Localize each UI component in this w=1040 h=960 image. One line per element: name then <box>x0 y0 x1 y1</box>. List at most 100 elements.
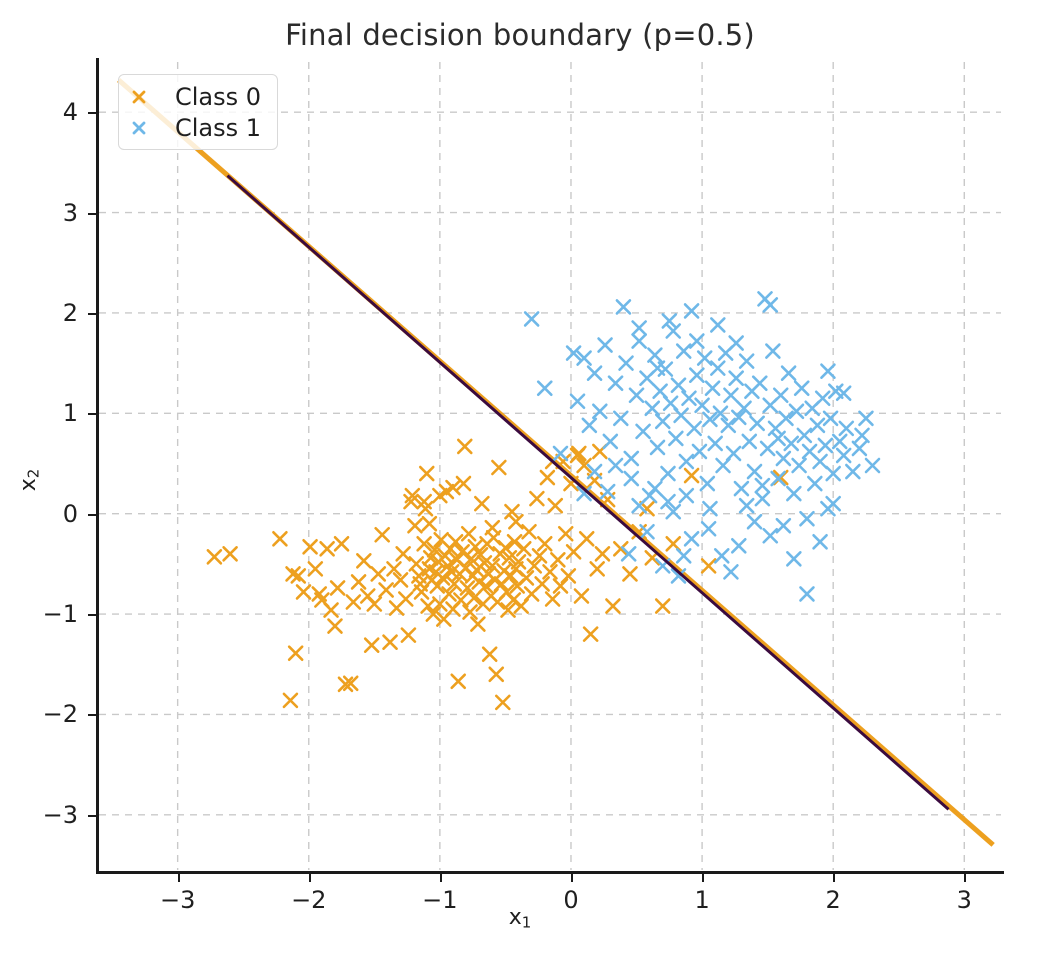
legend-marker-x-icon <box>129 119 149 137</box>
scatter-point <box>599 483 616 500</box>
scatter-point <box>573 588 590 604</box>
x-tick-label: −3 <box>159 886 196 914</box>
scatter-point <box>854 427 870 444</box>
scatter-point <box>681 390 697 407</box>
scatter-point <box>382 634 398 650</box>
scatter-point <box>521 523 537 540</box>
scatter-point <box>851 440 868 457</box>
scatter-point <box>392 572 409 588</box>
scatter-point <box>778 410 794 427</box>
scatter-point <box>728 370 744 386</box>
scatter-point <box>497 540 514 556</box>
scatter-point <box>793 380 810 397</box>
chart-legend[interactable]: Class 0 Class 1 <box>118 74 279 150</box>
scatter-point <box>602 433 619 450</box>
scatter-point <box>552 445 569 462</box>
scatter-point <box>749 415 765 432</box>
scatter-point <box>565 544 582 560</box>
y-axis-label-subscript: 2 <box>24 468 43 479</box>
scatter-point <box>741 433 758 450</box>
scatter-point <box>456 438 473 455</box>
y-axis-label: x2 <box>16 469 42 492</box>
scatter-point <box>612 410 629 427</box>
scatter-point <box>536 535 553 552</box>
scatter-point <box>799 510 815 527</box>
scatter-point <box>356 553 372 569</box>
scatter-point <box>518 570 535 586</box>
legend-marker-x-icon <box>129 88 149 106</box>
scatter-point <box>455 475 472 492</box>
x-tick-label: 3 <box>956 886 972 914</box>
scatter-point <box>488 666 505 683</box>
scatter-point <box>700 520 717 537</box>
scatter-point <box>426 542 443 558</box>
x-tick-mark <box>570 874 573 882</box>
legend-entry-1[interactable]: Class 1 <box>129 114 261 142</box>
scatter-point <box>838 420 855 437</box>
scatter-point <box>597 337 613 353</box>
scatter-point <box>481 646 498 662</box>
scatter-point <box>607 457 624 474</box>
scatter-point <box>476 555 493 571</box>
scatter-point <box>534 576 550 592</box>
scatter-point <box>791 457 807 474</box>
x-tick-mark <box>702 874 705 882</box>
scatter-point <box>835 447 852 464</box>
scatter-point <box>333 535 350 552</box>
decision-boundary-line <box>226 174 950 811</box>
scatter-series-1 <box>523 291 881 602</box>
scatter-point <box>622 566 638 582</box>
scatter-point <box>529 490 545 507</box>
scatter-point <box>683 530 700 547</box>
scatter-point <box>425 606 442 622</box>
scatter-point <box>615 299 632 315</box>
scatter-point <box>501 550 518 566</box>
scatter-point <box>831 433 848 450</box>
y-tick-label: 3 <box>62 198 78 227</box>
x-axis-label-base: x <box>508 905 522 930</box>
scatter-point <box>649 439 666 456</box>
scatter-point <box>746 463 763 480</box>
scatter-point <box>770 470 786 487</box>
scatter-point <box>441 586 457 602</box>
scatter-point <box>675 548 692 564</box>
scatter-point <box>770 430 786 447</box>
scatter-point <box>350 574 367 590</box>
scatter-point <box>345 594 362 610</box>
scatter-point <box>542 564 558 580</box>
scatter-point <box>799 586 815 602</box>
y-tick-mark <box>88 212 96 215</box>
scatter-point <box>576 485 592 502</box>
scatter-point <box>820 363 836 379</box>
scatter-series-0 <box>206 438 789 711</box>
scatter-point <box>418 465 435 482</box>
x-tick-mark <box>439 874 442 882</box>
scatter-point <box>654 413 671 430</box>
y-tick-mark <box>88 814 96 817</box>
y-tick-mark <box>88 513 96 516</box>
scatter-point <box>746 513 763 530</box>
scatter-point <box>337 676 354 693</box>
scatter-point <box>432 487 448 504</box>
scatter-point <box>607 375 624 391</box>
x-axis-spine <box>96 871 1004 874</box>
scatter-point <box>363 637 380 653</box>
scatter-point <box>523 311 540 327</box>
scatter-point <box>453 592 469 608</box>
legend-entry-0[interactable]: Class 0 <box>129 83 261 111</box>
scatter-point <box>786 551 802 567</box>
scatter-point <box>644 400 661 417</box>
scatter-point <box>691 443 708 460</box>
y-axis-label-base: x <box>16 478 42 492</box>
scatter-point <box>796 427 813 444</box>
scatter-point <box>557 525 574 542</box>
scatter-point <box>858 410 874 427</box>
scatter-point <box>307 561 324 577</box>
scatter-point <box>504 503 520 520</box>
scatter-point <box>668 430 684 447</box>
scatter-point <box>660 465 676 482</box>
y-tick-mark <box>88 614 96 617</box>
scatter-point <box>466 590 482 606</box>
scatter-point <box>605 598 621 614</box>
